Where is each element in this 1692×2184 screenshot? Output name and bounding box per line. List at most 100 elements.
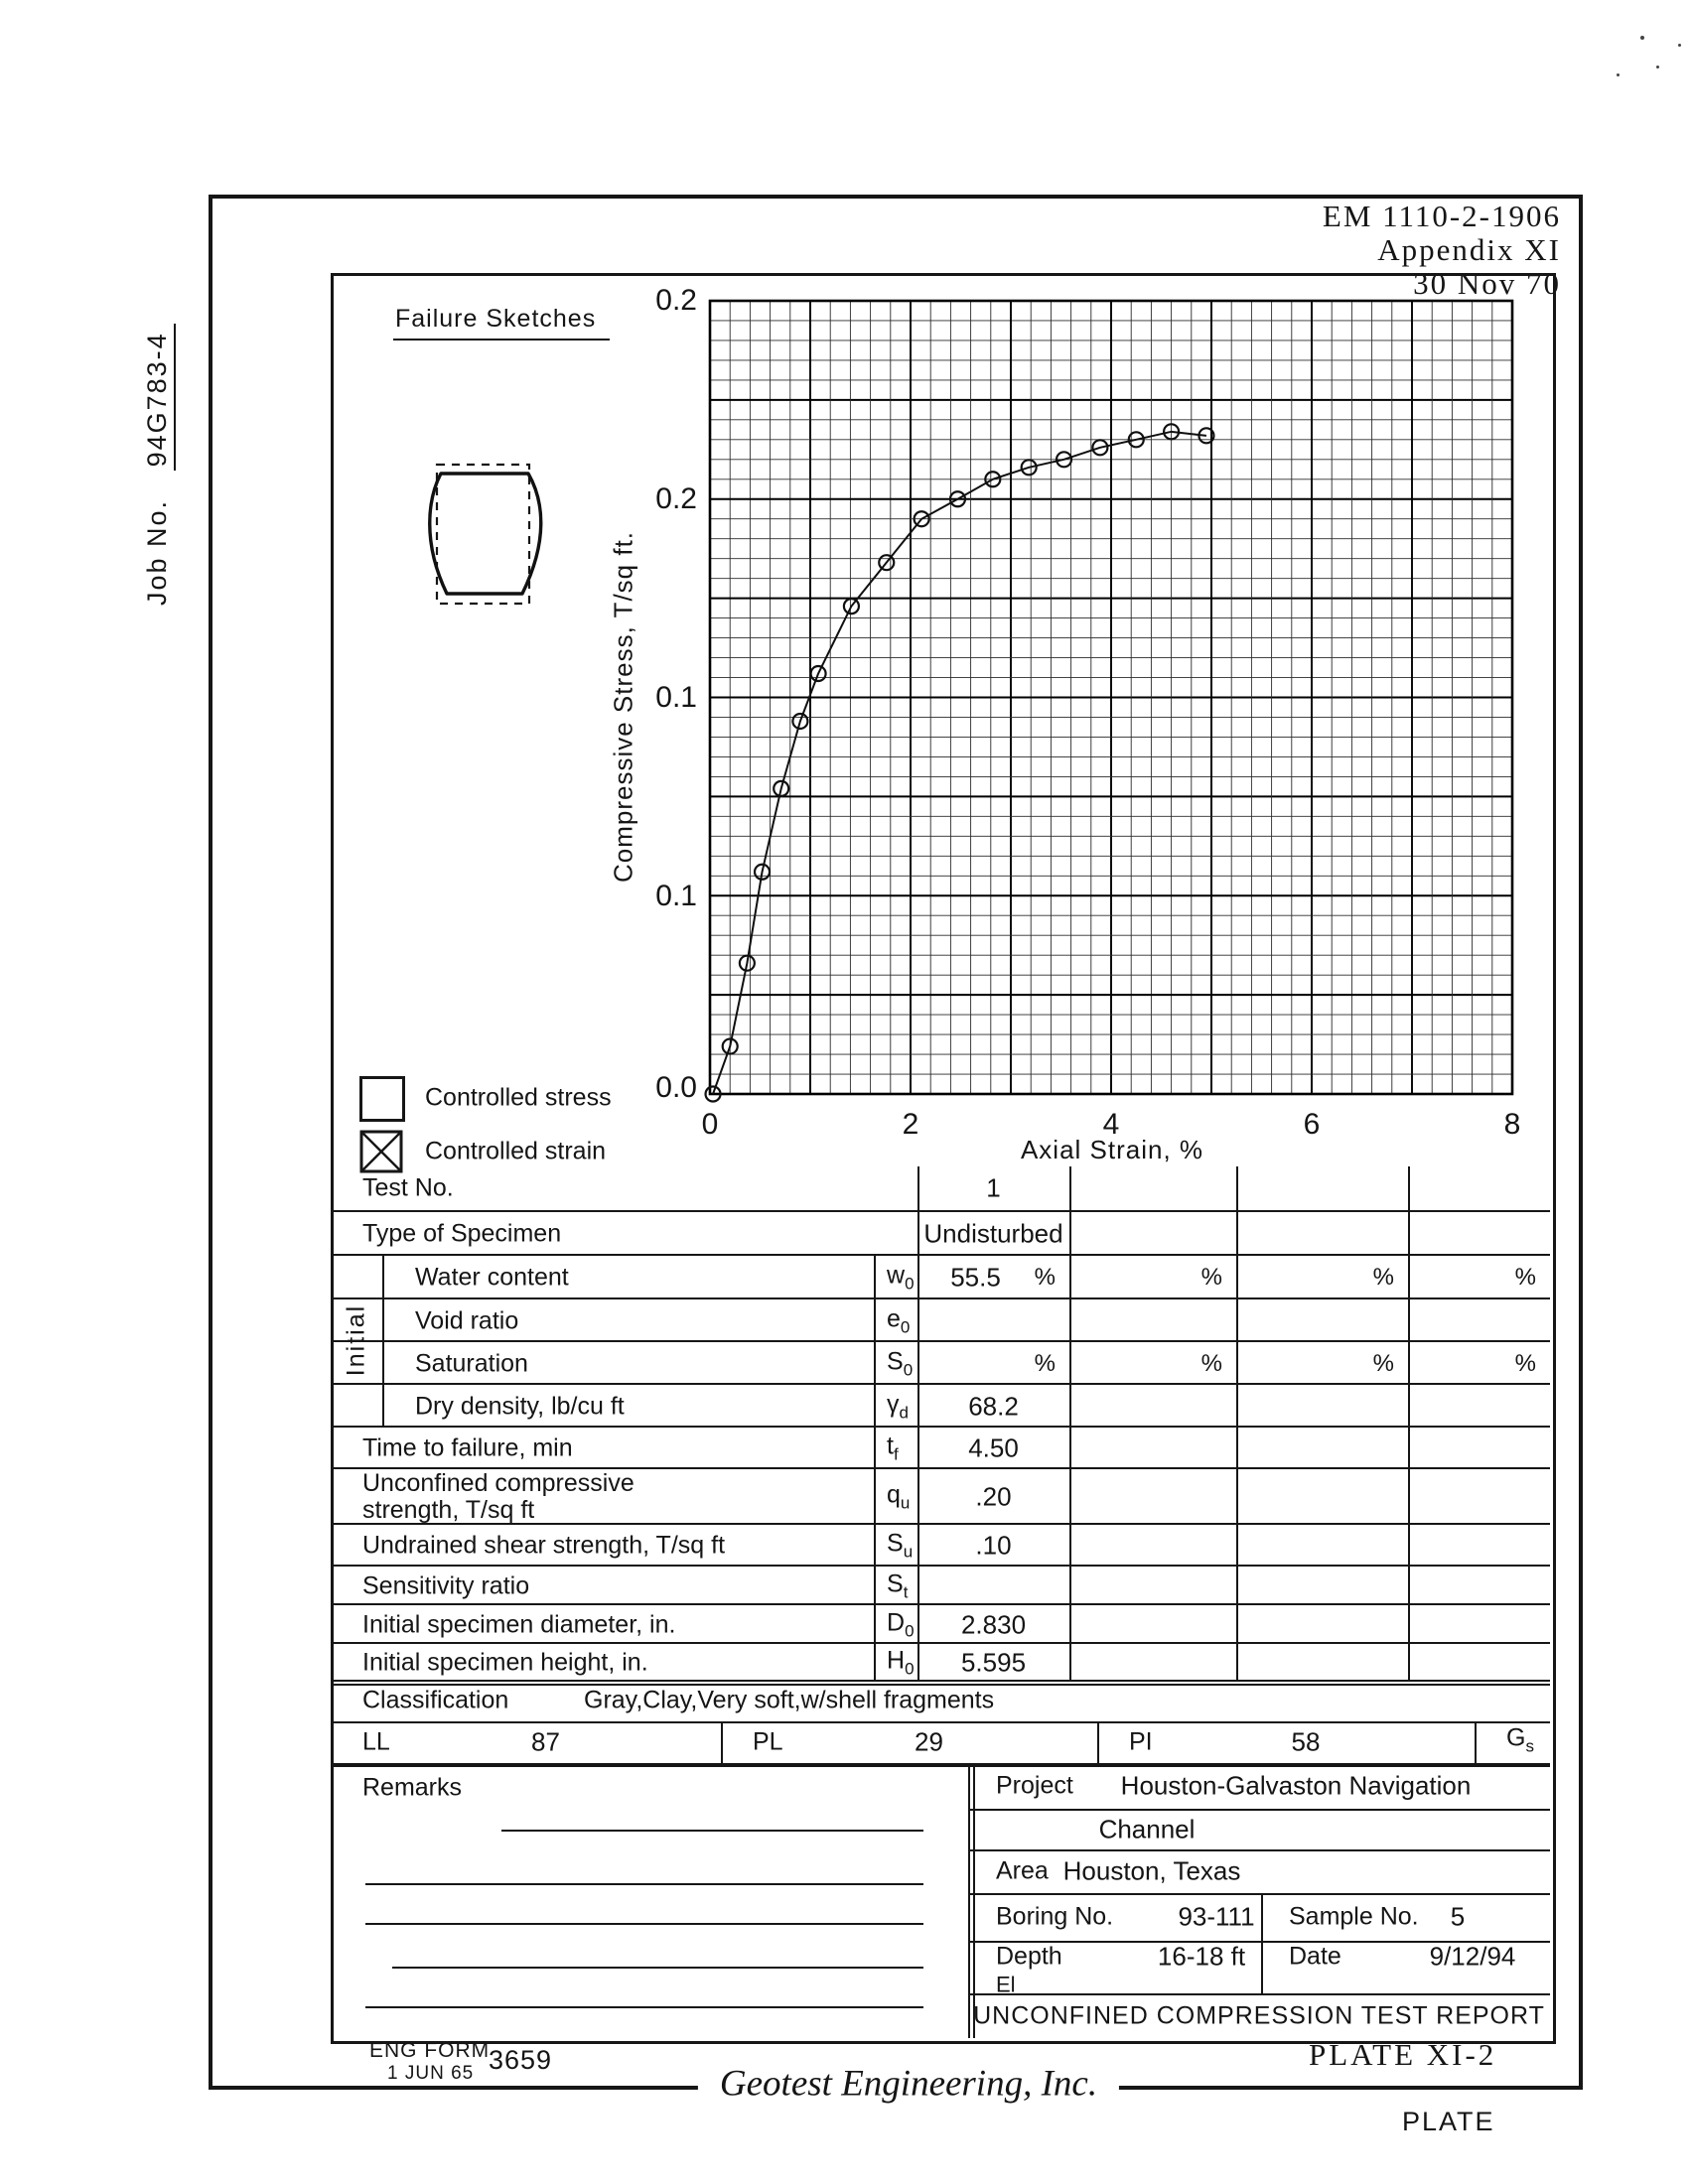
boring-value: 93-111 — [1178, 1901, 1255, 1932]
cell-value[interactable]: .20 — [975, 1481, 1012, 1512]
row-label: Void ratio — [415, 1306, 519, 1334]
checkbox-x-mark — [360, 1131, 402, 1172]
cell-value[interactable]: 2.830 — [960, 1609, 1027, 1639]
data-point-marker — [842, 598, 861, 615]
row-symbol: D0 — [887, 1608, 915, 1640]
data-point-marker — [1198, 427, 1215, 445]
project-row-border — [968, 1809, 1550, 1811]
atterberg-label: Gs — [1506, 1723, 1534, 1756]
row-label: Saturation — [415, 1349, 528, 1377]
x-axis-title: Axial Strain, % — [1020, 1135, 1204, 1164]
table-row: Dry density, lb/cu ft γd 68.2 — [331, 1383, 1550, 1426]
remarks-project-divider — [968, 1763, 975, 2038]
failure-sketch-dashed-outline — [435, 463, 531, 606]
cell-value[interactable]: Undisturbed — [923, 1218, 1063, 1249]
x-tick-label: 2 — [902, 1108, 919, 1141]
plate-word: PLATE — [1402, 2107, 1495, 2136]
remarks-writing-line — [501, 1830, 923, 1832]
atterberg-divider — [1475, 1721, 1477, 1763]
y-tick-label: 0.0 — [655, 1071, 697, 1104]
form-border — [331, 273, 1556, 2044]
table-row: Sensitivity ratio St — [331, 1565, 1550, 1603]
y-tick-label: 0.1 — [655, 880, 697, 912]
x-tick-label: 0 — [701, 1108, 719, 1141]
data-point-marker — [1020, 459, 1038, 477]
date-value: 9/12/94 — [1429, 1941, 1516, 1972]
remarks-writing-line — [392, 1967, 923, 1969]
percent-sign: % — [1372, 1349, 1394, 1377]
data-point-marker — [791, 712, 809, 731]
specimen-data-table: Test No. 1 Type of Specimen Undisturbed Wate… — [331, 1166, 1550, 2038]
table-row: Initial specimen diameter, in. D0 2.830 — [331, 1603, 1550, 1642]
header-line-date: 30 Nov 70 — [1413, 266, 1561, 301]
date-label: Date — [1289, 1942, 1341, 1971]
row-label: Unconfined compressive strength, T/sq ft — [362, 1469, 634, 1524]
row-symbol: Su — [887, 1529, 914, 1562]
data-point-marker — [809, 664, 827, 683]
percent-sign: % — [1200, 1264, 1222, 1291]
remarks-writing-line — [365, 2006, 923, 2008]
cell-value[interactable]: 55.5 — [950, 1262, 1001, 1293]
percent-sign: % — [1372, 1264, 1394, 1291]
eng-form-block: ENG FORM 1 JUN 65 — [369, 2040, 490, 2085]
table-row: Time to failure, min tf 4.50 — [331, 1426, 1550, 1467]
atterberg-value: 29 — [915, 1726, 943, 1757]
document-header: EM 1110-2-1906 Appendix XI 30 Nov 70 — [1064, 200, 1561, 301]
table-row: Initial specimen height, in. H0 5.595 — [331, 1642, 1550, 1680]
controlled-stress-checkbox[interactable] — [359, 1076, 405, 1122]
initial-group-label: Initial — [342, 1303, 370, 1377]
row-label: Sensitivity ratio — [362, 1571, 530, 1599]
table-row: Undrained shear strength, T/sq ft Su .10 — [331, 1523, 1550, 1565]
atterberg-divider — [721, 1721, 723, 1763]
depth-label: Depth — [996, 1942, 1062, 1971]
cell-value[interactable]: .10 — [975, 1530, 1012, 1561]
classification-row — [331, 1680, 1550, 1721]
scan-speck — [1617, 73, 1620, 76]
failure-sketch-specimen — [428, 463, 543, 606]
project-row-border — [968, 1893, 1550, 1895]
form-number: 3659 — [489, 2045, 553, 2075]
header-line-em: EM 1110-2-1906 — [1322, 199, 1561, 233]
table-row: Type of Specimen Undisturbed — [331, 1210, 1550, 1254]
project-row-border — [968, 1941, 1550, 1943]
remarks-writing-line — [365, 1883, 923, 1885]
data-point-marker — [948, 490, 967, 508]
sample-label: Sample No. — [1289, 1902, 1419, 1931]
project-row-border — [968, 1993, 1550, 1995]
boring-label: Boring No. — [996, 1902, 1114, 1931]
x-tick-label: 8 — [1503, 1108, 1521, 1141]
percent-sign: % — [1514, 1349, 1536, 1377]
boring-sample-divider — [1261, 1893, 1263, 1993]
header-line-appendix: Appendix XI — [1377, 232, 1561, 267]
row-label: Undrained shear strength, T/sq ft — [362, 1531, 726, 1560]
table-row: Unconfined compressive strength, T/sq ft… — [331, 1467, 1550, 1524]
cell-value[interactable]: 4.50 — [968, 1433, 1019, 1463]
cell-value[interactable]: 5.595 — [960, 1647, 1027, 1678]
depth-value: 16-18 ft — [1157, 1941, 1246, 1972]
row-symbol: tf — [887, 1432, 899, 1464]
data-point-marker — [773, 779, 790, 797]
data-point-marker — [984, 471, 1002, 488]
atterberg-label: PI — [1129, 1727, 1153, 1756]
plate-id: PLATE XI-2 — [1309, 2037, 1497, 2072]
atterberg-row — [331, 1721, 1550, 1763]
x-tick-label: 4 — [1102, 1108, 1120, 1141]
row-label: Initial specimen height, in. — [362, 1648, 648, 1677]
cell-value[interactable]: 1 — [986, 1172, 1001, 1203]
classification-label: Classification — [362, 1686, 509, 1714]
scan-speck — [1678, 44, 1681, 47]
controlled-strain-checkbox[interactable] — [359, 1130, 405, 1175]
failure-sketches-heading: Failure Sketches — [393, 305, 611, 341]
data-point-marker — [738, 954, 756, 972]
percent-sign: % — [1034, 1349, 1056, 1377]
row-label: Test No. — [362, 1173, 454, 1202]
sample-value: 5 — [1450, 1901, 1466, 1932]
stress-strain-chart — [704, 299, 1514, 1103]
cell-value[interactable]: 68.2 — [968, 1391, 1019, 1421]
atterberg-value: 87 — [531, 1726, 560, 1757]
row-symbol: w0 — [887, 1261, 915, 1294]
stress-strain-curve — [712, 430, 1207, 1095]
eng-form-label: ENG FORM — [369, 2039, 491, 2062]
controlled-strain-label: Controlled strain — [425, 1137, 607, 1165]
data-point-marker — [878, 554, 896, 572]
